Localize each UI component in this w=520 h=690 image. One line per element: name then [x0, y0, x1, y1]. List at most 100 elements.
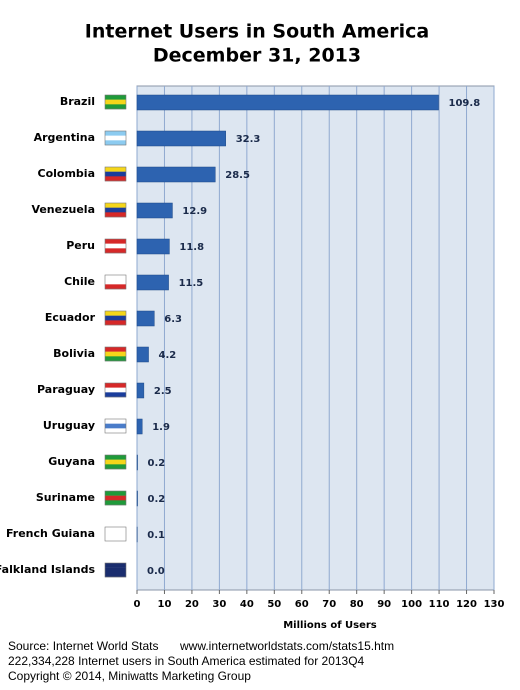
flag-stripe — [105, 392, 126, 398]
flag-border — [104, 454, 127, 470]
flag-stripe — [105, 383, 126, 388]
flag-stripe — [105, 104, 126, 110]
flag-stripe — [105, 275, 126, 280]
x-tick-label: 50 — [267, 599, 281, 610]
flag-stripe — [105, 428, 126, 434]
flag-stripe — [105, 531, 126, 537]
flag-stripe — [105, 567, 126, 573]
source: Source: Internet World Stats — [8, 639, 159, 653]
flag-stripe — [105, 347, 126, 352]
value-label: 28.5 — [225, 170, 250, 181]
y-tick-label: Guyana — [48, 455, 95, 468]
y-tick-label: Chile — [64, 275, 95, 288]
flag-border — [104, 166, 127, 182]
value-label: 0.2 — [148, 494, 166, 505]
flag-border — [104, 202, 127, 218]
flag-stripe — [105, 176, 126, 182]
flag-stripe — [105, 423, 126, 429]
y-tick-label: Brazil — [60, 95, 95, 108]
plot-area — [136, 85, 495, 591]
x-axis-title: Millions of Users — [283, 620, 377, 631]
y-tick-label: Falkland Islands — [0, 563, 95, 576]
flag-stripe — [105, 135, 126, 141]
bar — [136, 418, 143, 435]
flag-border — [104, 490, 127, 506]
y-tick-label: Peru — [66, 239, 95, 252]
x-tick-label: 130 — [484, 599, 505, 610]
flag-border — [104, 562, 127, 578]
y-tick-label: Ecuador — [45, 311, 96, 324]
value-label: 6.3 — [164, 314, 182, 325]
bar — [136, 130, 226, 147]
flag-stripe — [105, 203, 126, 208]
value-label: 12.9 — [182, 206, 207, 217]
source-url: www.internetworldstats.com/stats15.htm — [179, 639, 394, 653]
flag-stripe — [105, 320, 126, 326]
flag-stripe — [105, 491, 126, 496]
value-label: 0.2 — [148, 458, 166, 469]
y-tick-label: Suriname — [36, 491, 95, 504]
flag-stripe — [105, 500, 126, 506]
flag-stripe — [105, 212, 126, 218]
value-label: 4.2 — [159, 350, 177, 361]
bar — [136, 382, 145, 399]
value-label: 0.0 — [147, 566, 165, 577]
x-tick-label: 0 — [134, 599, 141, 610]
flag-border — [104, 310, 127, 326]
flag-stripe — [105, 536, 126, 542]
flag-stripe — [105, 387, 126, 393]
flag-stripe — [105, 351, 126, 357]
x-tick-label: 30 — [212, 599, 226, 610]
chart-subtitle: December 31, 2013 — [153, 45, 361, 67]
y-tick-label: French Guiana — [6, 527, 95, 540]
chart-title: Internet Users in South America — [85, 21, 429, 43]
flag-stripe — [105, 527, 126, 532]
flag-border — [104, 94, 127, 110]
flag-stripe — [105, 131, 126, 136]
x-tick-label: 40 — [240, 599, 254, 610]
flag-stripe — [105, 207, 126, 213]
x-tick-label: 60 — [295, 599, 309, 610]
flag-stripe — [105, 563, 126, 568]
y-tick-label: Bolivia — [53, 347, 95, 360]
bar — [136, 202, 173, 219]
flag-stripe — [105, 140, 126, 146]
flag-stripe — [105, 455, 126, 460]
flag-border — [104, 130, 127, 146]
flag-stripe — [105, 248, 126, 254]
x-tick-label: 10 — [158, 599, 172, 610]
x-tick-label: 100 — [401, 599, 422, 610]
bar — [136, 94, 439, 111]
y-tick-label: Colombia — [38, 167, 96, 180]
flag-stripe — [105, 464, 126, 470]
value-label: 2.5 — [154, 386, 172, 397]
flag-stripe — [105, 167, 126, 172]
flag-stripe — [105, 572, 126, 578]
flag-stripe — [105, 284, 126, 290]
y-tick-label: Uruguay — [43, 419, 95, 432]
flag-stripe — [105, 315, 126, 321]
value-label: 32.3 — [236, 134, 261, 145]
value-label: 109.8 — [449, 98, 481, 109]
flag-border — [104, 346, 127, 362]
flag-stripe — [105, 171, 126, 177]
flag-stripe — [105, 239, 126, 244]
value-label: 11.8 — [179, 242, 204, 253]
x-tick-label: 80 — [350, 599, 364, 610]
flag-stripe — [105, 419, 126, 424]
bar — [136, 274, 169, 291]
copyright: Copyright © 2014, Miniwatts Marketing Gr… — [8, 669, 251, 683]
bar — [136, 346, 149, 363]
y-tick-label: Paraguay — [37, 383, 95, 396]
x-tick-label: 120 — [456, 599, 477, 610]
note: 222,334,228 Internet users in South Amer… — [8, 654, 365, 668]
x-tick-label: 90 — [377, 599, 391, 610]
flag-border — [104, 274, 127, 290]
x-tick-label: 110 — [429, 599, 450, 610]
flag-stripe — [105, 95, 126, 100]
bar — [136, 166, 216, 183]
flag-stripe — [105, 311, 126, 316]
y-tick-label: Venezuela — [31, 203, 95, 216]
flag-border — [104, 418, 127, 434]
bar — [136, 454, 138, 471]
